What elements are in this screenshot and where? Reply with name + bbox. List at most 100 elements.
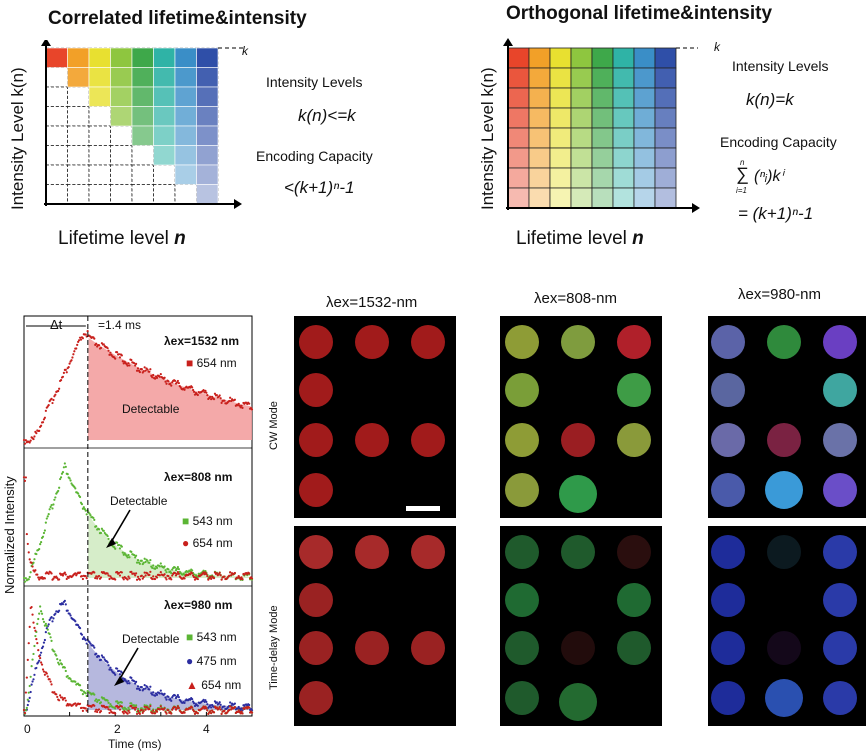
p1-654-point: [68, 362, 71, 365]
grid-cell: [654, 187, 677, 209]
orthogonal-capacity-result: = (k+1)ⁿ-1: [738, 204, 814, 223]
p1-654-point: [173, 379, 177, 382]
p3-475-point: [126, 682, 129, 685]
grid-colored-cell: [174, 145, 197, 166]
sample-dot: [299, 681, 333, 715]
p3-654-point: [159, 705, 162, 708]
p2-654-point: [23, 479, 27, 482]
grid-cell: [591, 67, 614, 89]
p3-475-point: [204, 699, 207, 702]
p2-654-point: [27, 551, 30, 554]
p2-654-point: [248, 572, 251, 575]
grid-colored-cell: [131, 67, 154, 88]
p3-654-point: [45, 672, 48, 675]
p3-654-point: [133, 706, 136, 709]
grid-cell: [570, 107, 593, 129]
sample-dot: [505, 423, 539, 457]
p2-654-point: [229, 571, 232, 574]
p3-475-point: [43, 638, 46, 642]
p1-654-point: [159, 373, 162, 376]
p2-654-point: [154, 577, 157, 581]
p3-543-point: [32, 652, 35, 656]
p2-654-point: [140, 574, 143, 577]
p1-654-point: [102, 343, 105, 346]
p3-654-point: [34, 629, 37, 632]
p2-654-point: [61, 574, 65, 577]
sample-dot: [411, 631, 445, 665]
correlated-ylabel: Intensity Level k(n): [8, 67, 27, 210]
p3-543-point: [53, 650, 56, 653]
p2-654-point: [120, 571, 123, 574]
header-980: λex=980-nm: [738, 286, 821, 303]
grid-colored-cell: [45, 47, 68, 68]
sample-dot: [765, 471, 803, 509]
grid-cell: [88, 164, 111, 185]
sample-dot: [617, 583, 651, 617]
p1-654-point: [142, 370, 145, 373]
p2-543-point: [74, 487, 77, 490]
p3-654-point: [138, 712, 141, 715]
p2-654-point: [107, 574, 110, 577]
p3-654-point: [229, 705, 232, 708]
p3-475-point: [155, 693, 159, 696]
p3-654-point: [84, 707, 87, 710]
p3-475-point: [151, 693, 154, 696]
delay-note: =1.4 ms: [98, 318, 142, 332]
p1-654-point: [192, 390, 196, 393]
p3-654-point: [205, 707, 208, 710]
sample-dot: [765, 679, 803, 717]
p3-543-point: [34, 634, 37, 638]
p3-654-point: [97, 708, 101, 711]
p1-654-point: [84, 333, 87, 336]
sum-lower: i=1: [736, 186, 747, 195]
grid-cell: [88, 125, 111, 146]
p2-654-point: [142, 575, 145, 579]
p3-654-point: [59, 694, 62, 697]
p3-543-point: [26, 698, 29, 701]
p2-654-point: [203, 573, 206, 576]
p3-654-point: [33, 626, 36, 629]
p2-543-point: [122, 553, 125, 556]
p2-654-point: [99, 576, 103, 579]
p2-543-point: [24, 577, 27, 580]
p3-475-point: [177, 696, 180, 699]
p3-475-point: [80, 633, 84, 636]
p1-654-point: [209, 395, 212, 398]
sample-dot: [411, 325, 445, 359]
p2-654-point: [64, 573, 67, 576]
p2-654-point: [163, 573, 166, 576]
p1-654-point: [191, 386, 194, 389]
grid-cell: [549, 107, 572, 129]
p1-654-point: [76, 343, 79, 346]
p3-654-point: [121, 710, 124, 713]
correlated-capacity-heading: Encoding Capacity: [256, 148, 373, 164]
p2-543-point: [134, 556, 137, 559]
orthogonal-intensity-formula: k(n)=k: [746, 90, 794, 109]
p3-654-point: [165, 712, 168, 715]
p1-654-point: [73, 350, 76, 353]
p1-654-point: [138, 370, 141, 374]
p2-543-point: [80, 503, 84, 506]
p3-475-point: [95, 652, 98, 655]
p2-543-point: [84, 509, 87, 512]
p2-543-point: [116, 541, 119, 544]
sample-dot: [711, 325, 745, 359]
grid-cell: [612, 67, 635, 89]
correlated-xlabel-text: Lifetime level: [58, 228, 175, 249]
grid-cell: [591, 187, 614, 209]
p2-654-point: [78, 571, 82, 574]
grid-cell: [633, 147, 656, 169]
p2-543-point: [121, 551, 124, 554]
sample-dot: [505, 583, 539, 617]
legend-dot: ■: [186, 630, 194, 644]
p1-654-point: [143, 366, 146, 369]
p2-654-point: [74, 572, 77, 575]
p3-475-point: [138, 688, 141, 692]
grid-cell: [67, 164, 90, 185]
p3-475-point: [66, 609, 69, 612]
sample-dot: [299, 325, 333, 359]
p3-654-point: [218, 705, 221, 709]
p2-detectable-arrowhead: [106, 538, 116, 548]
p2-543-point: [177, 567, 180, 571]
p2-654-point: [31, 565, 34, 568]
